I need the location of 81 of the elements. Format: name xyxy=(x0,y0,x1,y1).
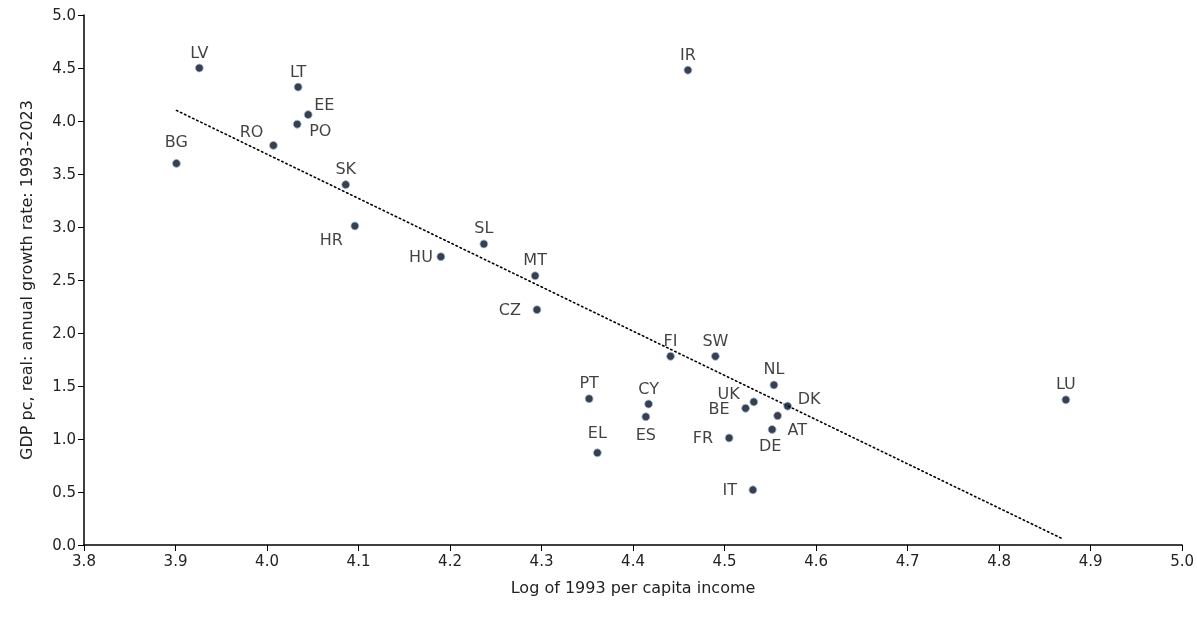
annotation: SW xyxy=(702,330,729,350)
annotation: CZ xyxy=(498,300,521,320)
point xyxy=(292,119,302,129)
annotation: IR xyxy=(680,44,696,64)
annotation: NL xyxy=(763,359,785,379)
point xyxy=(341,180,351,190)
annotation: DK xyxy=(797,388,821,408)
point xyxy=(592,448,602,458)
point xyxy=(783,401,793,411)
point xyxy=(641,412,651,422)
annotation: MT xyxy=(523,250,548,270)
annotation: AT xyxy=(787,420,808,440)
point xyxy=(710,351,720,361)
x-tick-label: 4.8 xyxy=(987,551,1011,570)
annotation: HU xyxy=(409,247,433,267)
annotation: SL xyxy=(474,218,494,238)
point xyxy=(303,110,313,120)
annotation: FI xyxy=(663,330,678,350)
point xyxy=(194,63,204,73)
x-tick-label: 4.3 xyxy=(529,551,554,570)
x-tick-label: 4.4 xyxy=(621,551,645,570)
annotation: SK xyxy=(335,159,357,179)
x-tick-label: 4.2 xyxy=(438,551,462,570)
point xyxy=(724,433,734,443)
point xyxy=(293,82,303,92)
annotation: BE xyxy=(708,398,730,418)
x-tick-label: 3.9 xyxy=(163,551,188,570)
y-tick-label: 0.5 xyxy=(52,483,76,501)
x-axis-title: Log of 1993 per capita income xyxy=(510,577,756,597)
annotation: LU xyxy=(1055,374,1076,394)
annotation: CY xyxy=(638,378,660,398)
point xyxy=(666,351,676,361)
x-tick-label: 4.6 xyxy=(804,551,828,570)
point xyxy=(683,65,693,75)
x-tick-label: 4.9 xyxy=(1078,551,1103,570)
point xyxy=(748,485,758,495)
point xyxy=(436,252,446,262)
y-axis-title: GDP pc, real: annual growth rate: 1993-2023 xyxy=(16,100,36,460)
point xyxy=(530,271,540,281)
y-tick-label: 5.0 xyxy=(52,6,76,24)
annotation: PT xyxy=(579,373,600,393)
y-tick-label: 0.0 xyxy=(52,536,76,554)
point xyxy=(171,158,181,168)
x-tick-label: 3.8 xyxy=(72,551,96,570)
annotation: BG xyxy=(164,131,188,151)
annotation: FR xyxy=(692,428,714,448)
x-tick-label: 4.5 xyxy=(712,551,737,570)
point xyxy=(350,221,360,231)
y-tick-label: 1.5 xyxy=(52,377,76,395)
annotation: LT xyxy=(289,61,307,81)
x-tick-label: 4.1 xyxy=(346,551,371,570)
annotation: IT xyxy=(722,480,738,500)
point xyxy=(767,424,777,434)
y-tick-label: 2.0 xyxy=(52,324,76,342)
y-tick-label: 2.5 xyxy=(52,271,76,289)
annotation: PO xyxy=(309,120,332,140)
x-tick-label: 4.7 xyxy=(895,551,920,570)
y-tick-label: 3.0 xyxy=(52,218,76,236)
annotation: EE xyxy=(314,95,335,115)
annotation: DE xyxy=(758,435,782,455)
y-tick-label: 1.0 xyxy=(52,430,76,448)
x-tick-label: 4.0 xyxy=(255,551,279,570)
annotation: EL xyxy=(587,423,607,443)
annotation: ES xyxy=(635,425,656,445)
annotation: RO xyxy=(239,121,264,141)
point xyxy=(773,411,783,421)
annotation: HR xyxy=(319,230,343,250)
y-tick-label: 3.5 xyxy=(52,165,76,183)
y-tick-label: 4.5 xyxy=(52,59,76,77)
point xyxy=(769,380,779,390)
point xyxy=(268,140,278,150)
x-tick-label: 5.0 xyxy=(1170,551,1194,570)
point xyxy=(532,305,542,315)
point xyxy=(479,239,489,249)
point xyxy=(749,397,759,407)
point xyxy=(741,403,751,413)
point xyxy=(1061,395,1071,405)
point xyxy=(644,399,654,409)
y-tick-label: 4.0 xyxy=(52,112,76,130)
point xyxy=(584,394,594,404)
annotation: LV xyxy=(190,42,209,62)
